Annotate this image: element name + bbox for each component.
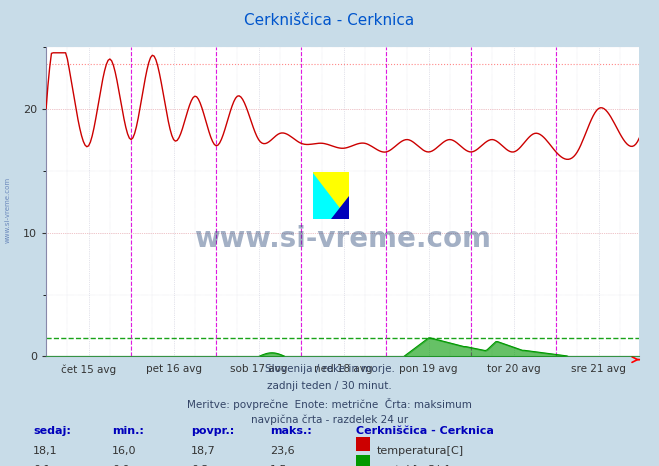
Polygon shape — [313, 172, 349, 219]
Text: maks.:: maks.: — [270, 426, 312, 436]
Text: sedaj:: sedaj: — [33, 426, 71, 436]
Text: navpična črta - razdelek 24 ur: navpična črta - razdelek 24 ur — [251, 415, 408, 425]
Text: min.:: min.: — [112, 426, 144, 436]
Polygon shape — [331, 196, 349, 219]
Text: 0,2: 0,2 — [191, 465, 209, 466]
Text: Cerkniščica - Cerknica: Cerkniščica - Cerknica — [244, 14, 415, 28]
Text: Cerkniščica - Cerknica: Cerkniščica - Cerknica — [356, 426, 494, 436]
Text: 18,1: 18,1 — [33, 446, 57, 456]
Text: www.si-vreme.com: www.si-vreme.com — [5, 177, 11, 243]
Text: Meritve: povprečne  Enote: metrične  Črta: maksimum: Meritve: povprečne Enote: metrične Črta:… — [187, 398, 472, 410]
Text: www.si-vreme.com: www.si-vreme.com — [194, 225, 491, 253]
Polygon shape — [313, 172, 349, 219]
Text: povpr.:: povpr.: — [191, 426, 235, 436]
Text: 23,6: 23,6 — [270, 446, 295, 456]
Text: Slovenija / reke in morje.: Slovenija / reke in morje. — [264, 364, 395, 374]
Text: 1,5: 1,5 — [270, 465, 288, 466]
Text: zadnji teden / 30 minut.: zadnji teden / 30 minut. — [267, 381, 392, 391]
Text: 16,0: 16,0 — [112, 446, 136, 456]
Text: pretok[m3/s]: pretok[m3/s] — [377, 465, 449, 466]
Text: 18,7: 18,7 — [191, 446, 216, 456]
Text: 0,1: 0,1 — [33, 465, 51, 466]
Text: temperatura[C]: temperatura[C] — [377, 446, 464, 456]
Text: 0,0: 0,0 — [112, 465, 130, 466]
